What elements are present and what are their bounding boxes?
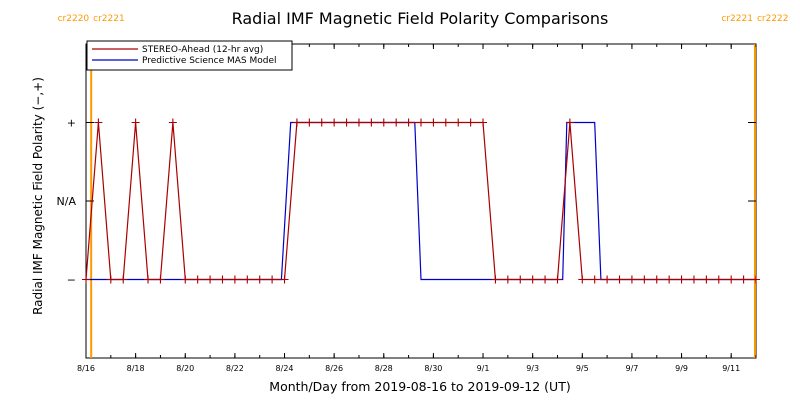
legend-label-stereo: STEREO-Ahead (12-hr avg) xyxy=(142,45,263,55)
data-point-marker xyxy=(578,275,587,284)
data-point-marker xyxy=(590,275,599,284)
data-point-marker xyxy=(206,275,215,284)
data-point-marker xyxy=(317,118,326,127)
data-point-marker xyxy=(640,275,649,284)
data-point-marker xyxy=(82,275,90,284)
data-point-marker xyxy=(752,275,760,284)
legend: STEREO-Ahead (12-hr avg) Predictive Scie… xyxy=(86,40,293,71)
data-point-marker xyxy=(565,118,574,127)
data-point-marker xyxy=(144,275,153,284)
data-point-marker xyxy=(528,275,537,284)
x-tick-label-13: 9/11 xyxy=(722,364,740,373)
carrington-label-right-1: cr2222 xyxy=(757,14,789,24)
series-line-predictive-science-mas-model xyxy=(86,121,756,281)
data-point-marker xyxy=(131,118,140,127)
y-axis-label: Radial IMF Magnetic Field Polarity (−,+) xyxy=(31,77,45,315)
x-tick-label-4: 8/24 xyxy=(276,364,294,373)
data-point-marker xyxy=(379,118,388,127)
x-tick-label-0: 8/16 xyxy=(77,364,95,373)
x-tick-label-12: 9/9 xyxy=(675,364,688,373)
data-point-marker xyxy=(491,275,500,284)
data-point-marker xyxy=(342,118,351,127)
data-point-marker xyxy=(627,275,636,284)
series-line-stereo-ahead-12-hr-avg- xyxy=(85,121,756,281)
carrington-label-right-0: cr2221 xyxy=(93,14,125,24)
data-point-marker xyxy=(280,275,289,284)
data-point-marker xyxy=(330,118,339,127)
y-tick-label-2: − xyxy=(67,274,76,287)
x-tick-label-2: 8/20 xyxy=(176,364,194,373)
carrington-label-left-1: cr2221 xyxy=(721,14,753,24)
data-point-marker xyxy=(181,275,190,284)
y-tick-label-0: + xyxy=(67,117,76,130)
x-tick-label-5: 8/26 xyxy=(325,364,343,373)
data-point-marker xyxy=(354,118,363,127)
data-point-marker xyxy=(243,275,252,284)
data-point-marker xyxy=(441,118,450,127)
chart-title: Radial IMF Magnetic Field Polarity Compa… xyxy=(232,9,609,28)
data-point-marker xyxy=(516,275,525,284)
data-point-marker xyxy=(404,118,413,127)
data-point-marker xyxy=(230,275,239,284)
data-point-marker xyxy=(553,275,562,284)
data-point-marker xyxy=(119,275,128,284)
data-point-marker xyxy=(218,275,227,284)
data-point-marker xyxy=(305,118,314,127)
data-point-marker xyxy=(193,275,202,284)
data-point-marker xyxy=(466,118,475,127)
y-tick-label-1: N/A xyxy=(57,195,77,208)
data-point-marker xyxy=(714,275,723,284)
x-tick-label-11: 9/7 xyxy=(625,364,638,373)
data-point-marker xyxy=(168,118,177,127)
axis-ticks: 8/16 8/18 8/20 8/22 8/24 8/26 8/28 8/30 9/1 9/3 9/… xyxy=(57,44,757,373)
data-point-marker xyxy=(541,275,550,284)
data-point-marker xyxy=(503,275,512,284)
x-tick-label-9: 9/3 xyxy=(526,364,539,373)
data-point-marker xyxy=(727,275,736,284)
series-layer xyxy=(82,118,760,284)
x-tick-label-1: 8/18 xyxy=(127,364,145,373)
data-point-marker xyxy=(454,118,463,127)
data-point-marker xyxy=(417,118,425,127)
data-point-marker xyxy=(689,275,698,284)
data-point-marker xyxy=(367,118,376,127)
plot-area-frame xyxy=(85,43,757,359)
data-point-marker xyxy=(292,118,301,127)
data-point-marker xyxy=(429,118,438,127)
data-point-marker xyxy=(156,275,165,284)
legend-box xyxy=(86,40,293,71)
data-point-marker xyxy=(677,275,686,284)
data-point-marker xyxy=(615,275,624,284)
data-point-marker xyxy=(652,275,661,284)
legend-label-mas: Predictive Science MAS Model xyxy=(142,56,277,66)
carrington-label-left-0: cr2220 xyxy=(58,14,90,24)
x-tick-label-8: 9/1 xyxy=(477,364,490,373)
data-point-marker xyxy=(94,118,103,127)
data-point-marker xyxy=(479,118,488,127)
x-tick-label-7: 8/30 xyxy=(424,364,442,373)
x-tick-label-3: 8/22 xyxy=(226,364,244,373)
x-axis-label: Month/Day from 2019-08-16 to 2019-09-12 … xyxy=(269,379,570,394)
data-point-marker xyxy=(106,275,115,284)
data-point-marker xyxy=(392,118,401,127)
data-point-marker xyxy=(268,275,277,284)
data-point-marker xyxy=(739,275,748,284)
x-tick-label-10: 9/5 xyxy=(576,364,589,373)
data-point-marker xyxy=(603,275,612,284)
data-point-marker xyxy=(665,275,674,284)
data-point-marker xyxy=(255,275,264,284)
x-tick-label-6: 8/28 xyxy=(375,364,393,373)
data-point-marker xyxy=(702,275,711,284)
